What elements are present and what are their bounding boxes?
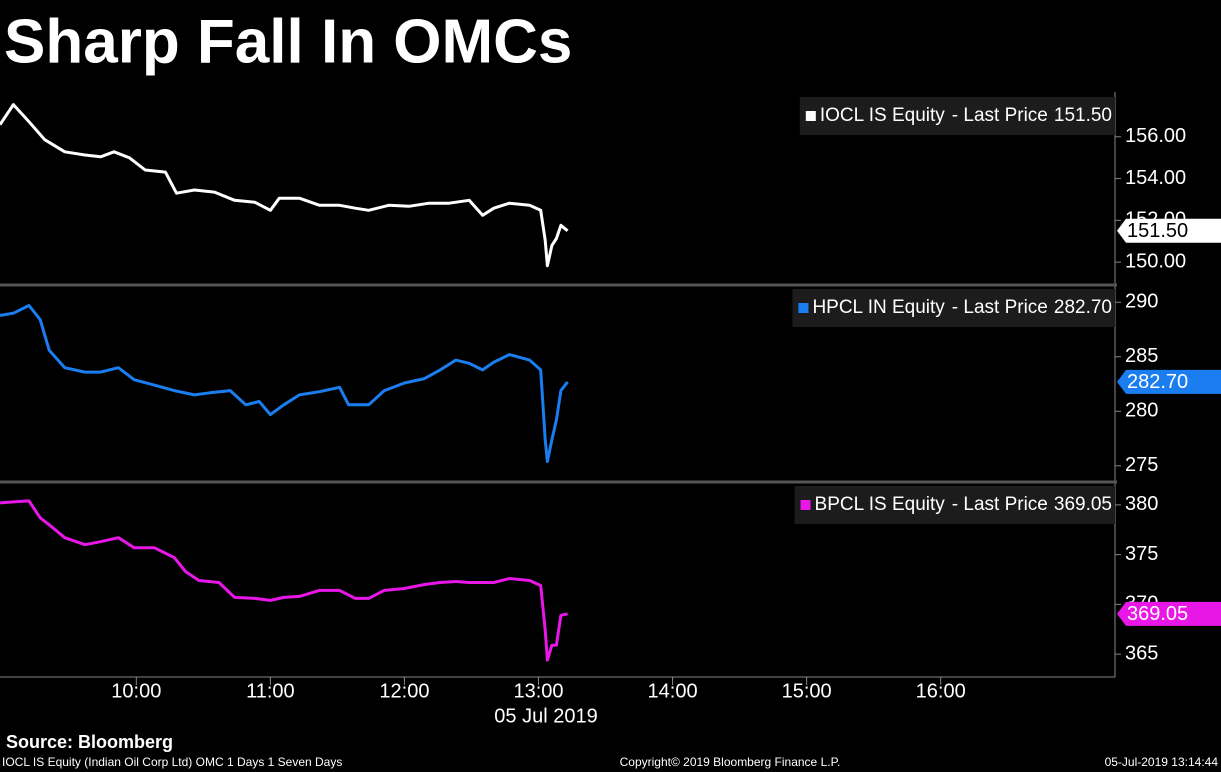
x-tick-label: 15:00	[782, 680, 832, 702]
source: Source: Bloomberg	[6, 732, 173, 752]
legend-last-price-title: - Last Price	[952, 494, 1048, 515]
legend-last-price-title: - Last Price	[952, 105, 1048, 126]
y-tick-label: 375	[1125, 543, 1158, 565]
last-price-tag	[1117, 218, 1221, 243]
y-tick-label: 280	[1125, 400, 1158, 422]
legend-last-price: 369.05	[1054, 494, 1112, 515]
x-tick-label: 12:00	[379, 680, 429, 702]
legend-text: BPCL IS Equity - Last Price 369.05	[815, 494, 1112, 515]
chart-title: Sharp Fall In OMCs	[4, 7, 572, 76]
legend-name: HPCL IN Equity	[812, 297, 945, 318]
x-tick-label: 13:00	[513, 680, 563, 702]
x-tick-label: 10:00	[111, 680, 161, 702]
last-price-tag	[1117, 601, 1221, 626]
price-line	[0, 103, 569, 268]
x-tick-label: 16:00	[916, 680, 966, 702]
price-line	[0, 304, 569, 463]
x-tick-label: 11:00	[246, 680, 295, 702]
legend-last-price: 282.70	[1054, 297, 1112, 318]
last-price-label: 369.05	[1127, 603, 1188, 625]
y-tick-label: 365	[1125, 642, 1158, 664]
legend-last-price-title: - Last Price	[952, 297, 1048, 318]
legend: BPCL IS Equity - Last Price 369.05	[794, 486, 1115, 524]
copyright: Copyright© 2019 Bloomberg Finance L.P.	[620, 755, 841, 769]
legend: HPCL IN Equity - Last Price 282.70	[792, 289, 1115, 327]
legend-name: BPCL IS Equity	[815, 494, 946, 515]
last-price-label: 151.50	[1127, 220, 1188, 242]
y-tick-label: 380	[1125, 493, 1158, 515]
timestamp: 05-Jul-2019 13:14:44	[1105, 755, 1219, 769]
legend-text: HPCL IN Equity - Last Price 282.70	[812, 297, 1112, 318]
x-tick-label: 14:00	[648, 680, 698, 702]
y-tick-label: 154.00	[1125, 167, 1186, 189]
y-tick-label: 285	[1125, 345, 1158, 367]
legend-background	[794, 486, 1115, 524]
legend: IOCL IS Equity - Last Price 151.50	[799, 97, 1115, 135]
y-tick-label: 290	[1125, 291, 1158, 313]
legend-background	[792, 289, 1115, 327]
legend-swatch	[798, 303, 809, 313]
x-axis-label: 05 Jul 2019	[494, 705, 597, 727]
footer-description: IOCL IS Equity (Indian Oil Corp Ltd) OMC…	[2, 755, 342, 769]
y-tick-label: 150.00	[1125, 250, 1186, 272]
legend-swatch	[805, 111, 816, 121]
legend-background	[799, 97, 1115, 135]
legend-swatch	[800, 500, 811, 510]
y-tick-label: 275	[1125, 454, 1158, 476]
last-price-label: 282.70	[1127, 371, 1188, 393]
price-line	[0, 499, 568, 662]
legend-name: IOCL IS Equity	[820, 105, 945, 126]
legend-last-price: 151.50	[1054, 105, 1112, 126]
y-tick-label: 156.00	[1125, 125, 1186, 147]
last-price-tag	[1117, 369, 1221, 394]
legend-text: IOCL IS Equity - Last Price 151.50	[820, 105, 1112, 126]
